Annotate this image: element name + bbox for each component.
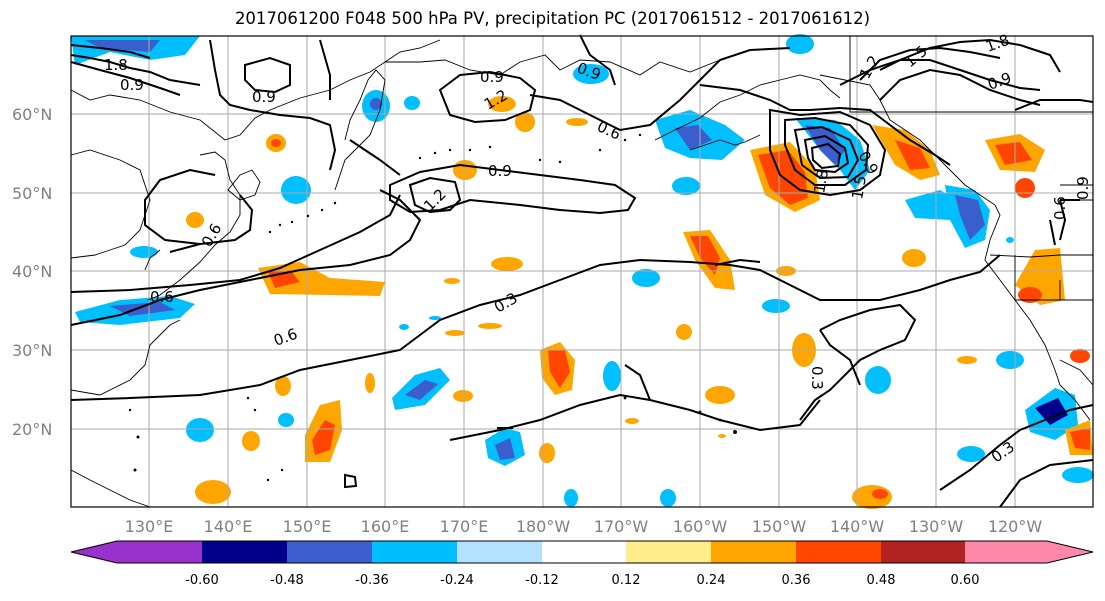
svg-text:1.8: 1.8 bbox=[104, 56, 128, 74]
svg-text:0.48: 0.48 bbox=[867, 573, 896, 588]
colorbar-seg-2 bbox=[202, 541, 287, 563]
colorbar-seg-0 bbox=[71, 541, 117, 563]
gridlines bbox=[71, 36, 1093, 507]
svg-text:1.8: 1.8 bbox=[810, 168, 832, 195]
svg-text:150°W: 150°W bbox=[752, 517, 807, 536]
svg-text:0.9: 0.9 bbox=[480, 68, 504, 86]
colorbar-seg-6 bbox=[542, 541, 626, 563]
map-panel: 0.9 0.9 1.2 0.9 0.6 0.9 1.2 0.6 0.6 0.3 … bbox=[70, 31, 1094, 509]
precip-shading bbox=[71, 34, 1094, 509]
svg-text:-0.12: -0.12 bbox=[525, 573, 559, 588]
svg-text:160°W: 160°W bbox=[673, 517, 728, 536]
svg-text:0.12: 0.12 bbox=[612, 573, 641, 588]
svg-text:0.9: 0.9 bbox=[252, 88, 276, 106]
svg-text:0.3: 0.3 bbox=[808, 366, 826, 390]
map-title: 2017061200 F048 500 hPa PV, precipitatio… bbox=[234, 9, 871, 28]
colorbar-seg-4 bbox=[372, 541, 457, 563]
svg-text:0.60: 0.60 bbox=[951, 573, 980, 588]
lat-tick-labels: 60°N 50°N 40°N 30°N 20°N bbox=[12, 105, 52, 439]
colorbar-seg-8 bbox=[711, 541, 796, 563]
svg-text:-0.24: -0.24 bbox=[440, 573, 474, 588]
svg-text:50°N: 50°N bbox=[12, 184, 52, 203]
svg-text:0.9: 0.9 bbox=[120, 76, 144, 94]
svg-text:0.36: 0.36 bbox=[782, 573, 811, 588]
colorbar-seg-3 bbox=[287, 541, 372, 563]
svg-text:-0.36: -0.36 bbox=[355, 573, 389, 588]
colorbar-seg-1 bbox=[117, 541, 202, 563]
colorbar-seg-9 bbox=[796, 541, 881, 563]
colorbar-seg-7 bbox=[626, 541, 711, 563]
svg-text:1.5: 1.5 bbox=[848, 174, 870, 201]
lon-tick-labels: 130°E 140°E 150°E 160°E 170°E 180°W 170°… bbox=[125, 517, 1043, 536]
svg-text:0.6: 0.6 bbox=[150, 288, 174, 306]
svg-text:20°N: 20°N bbox=[12, 420, 52, 439]
svg-text:130°E: 130°E bbox=[125, 517, 174, 536]
svg-text:170°W: 170°W bbox=[594, 517, 649, 536]
colorbar-seg-12 bbox=[1047, 541, 1093, 563]
svg-text:30°N: 30°N bbox=[12, 341, 52, 360]
map-frame bbox=[70, 35, 1094, 508]
svg-text:0.6: 0.6 bbox=[1051, 196, 1069, 220]
svg-text:140°E: 140°E bbox=[204, 517, 253, 536]
svg-text:60°N: 60°N bbox=[12, 105, 52, 124]
colorbar-labels: -0.60 -0.48 -0.36 -0.24 -0.12 0.12 0.24 … bbox=[185, 573, 979, 588]
svg-text:180°W: 180°W bbox=[516, 517, 571, 536]
svg-text:170°E: 170°E bbox=[440, 517, 489, 536]
svg-text:0.9: 0.9 bbox=[488, 162, 512, 180]
svg-text:120°W: 120°W bbox=[988, 517, 1043, 536]
colorbar-seg-11 bbox=[965, 541, 1047, 563]
svg-text:140°W: 140°W bbox=[830, 517, 885, 536]
svg-text:150°E: 150°E bbox=[283, 517, 332, 536]
svg-text:40°N: 40°N bbox=[12, 262, 52, 281]
svg-text:130°W: 130°W bbox=[909, 517, 964, 536]
coastlines bbox=[70, 36, 1094, 508]
colorbar-seg-10 bbox=[881, 541, 965, 563]
svg-text:-0.60: -0.60 bbox=[185, 573, 219, 588]
svg-text:0.24: 0.24 bbox=[697, 573, 726, 588]
colorbar-seg-5 bbox=[457, 541, 542, 563]
svg-text:0.9: 0.9 bbox=[1074, 176, 1092, 200]
colorbar: -0.60 -0.48 -0.36 -0.24 -0.12 0.12 0.24 … bbox=[70, 540, 1094, 588]
svg-text:-0.48: -0.48 bbox=[270, 573, 304, 588]
pv-contours bbox=[70, 34, 1094, 508]
svg-text:160°E: 160°E bbox=[361, 517, 410, 536]
islands bbox=[128, 133, 737, 482]
